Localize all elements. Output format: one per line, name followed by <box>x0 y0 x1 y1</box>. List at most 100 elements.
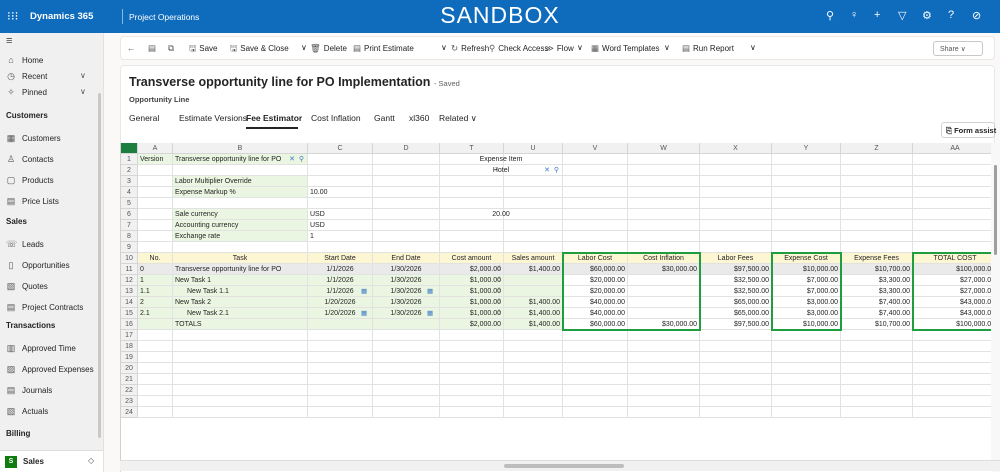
grid-cell[interactable] <box>504 385 563 396</box>
grid-cell[interactable]: $30,000.00 <box>628 264 700 275</box>
sidebar-item-approved-time[interactable]: ▥ Approved Time <box>0 341 98 357</box>
grid-cell[interactable]: $40,000.00 <box>563 297 628 308</box>
sidebar-item-quotes[interactable]: ▧ Quotes <box>0 279 98 295</box>
grid-cell[interactable]: $20,000.00 <box>563 275 628 286</box>
sidebar-scrollbar[interactable] <box>98 93 101 438</box>
grid-cell[interactable] <box>308 330 373 341</box>
grid-cell[interactable]: $2,000.00 <box>440 264 504 275</box>
grid-cell[interactable]: 1/30/2026 <box>373 264 440 275</box>
expense-item-label[interactable]: Expense Item <box>440 154 563 165</box>
grid-cell[interactable]: $60,000.00 <box>563 264 628 275</box>
grid-cell[interactable] <box>841 220 913 231</box>
run-report-button[interactable]: ▤ Run Report <box>682 43 734 54</box>
column-title[interactable]: Cost Inflation <box>628 253 700 264</box>
chevron-down-icon[interactable]: ∨ <box>301 43 307 52</box>
grid-cell[interactable]: $100,000.00 <box>913 319 998 330</box>
grid-cell[interactable]: $43,000.00 <box>913 308 998 319</box>
grid-cell[interactable] <box>440 176 504 187</box>
grid-cell[interactable] <box>173 242 308 253</box>
grid-cell[interactable]: $3,000.00 <box>772 308 841 319</box>
grid-cell[interactable] <box>138 319 173 330</box>
vertical-scrollbar[interactable] <box>991 143 1000 472</box>
grid-cell[interactable]: 1/30/2026 <box>373 286 440 297</box>
column-title[interactable]: Labor Cost <box>563 253 628 264</box>
grid-cell[interactable] <box>628 275 700 286</box>
grid-cell[interactable] <box>628 198 700 209</box>
column-header-x[interactable]: X <box>700 143 772 154</box>
grid-cell[interactable] <box>440 396 504 407</box>
grid-cell[interactable] <box>440 198 504 209</box>
grid-cell[interactable] <box>173 385 308 396</box>
sidebar-item-customers[interactable]: ▦ Customers <box>0 131 98 147</box>
grid-cell[interactable] <box>440 363 504 374</box>
expense-amount-value[interactable]: 20.00 <box>440 209 563 220</box>
grid-cell[interactable] <box>700 407 772 418</box>
grid-cell[interactable] <box>440 385 504 396</box>
lookup-search-icon[interactable]: ⚲ <box>553 167 559 174</box>
grid-cell[interactable] <box>308 374 373 385</box>
column-header-a[interactable]: A <box>138 143 173 154</box>
grid-cell[interactable]: $7,000.00 <box>772 286 841 297</box>
sidebar-item-opportunities[interactable]: ▯ Opportunities <box>0 258 98 274</box>
grid-cell[interactable] <box>308 363 373 374</box>
row-menu-icon[interactable]: ⁝ <box>498 287 501 294</box>
tab-fee-estimator[interactable]: Fee Estimator <box>246 113 303 123</box>
grid-cell[interactable]: $32,500.00 <box>700 286 772 297</box>
row-header[interactable]: 3 <box>121 176 138 187</box>
grid-cell[interactable] <box>504 330 563 341</box>
grid-cell[interactable] <box>138 407 173 418</box>
grid-cell[interactable] <box>628 242 700 253</box>
grid-cell[interactable] <box>173 165 308 176</box>
lightbulb-icon[interactable]: ♀ <box>850 9 859 21</box>
column-header-aa[interactable]: AA <box>913 143 998 154</box>
grid-cell[interactable]: 1/1/2026 <box>308 275 373 286</box>
select-all-corner[interactable] <box>121 143 138 154</box>
grid-cell[interactable] <box>138 363 173 374</box>
grid-cell[interactable] <box>138 187 173 198</box>
accounting-currency-label[interactable]: Accounting currency <box>173 220 308 231</box>
grid-cell[interactable] <box>700 198 772 209</box>
grid-cell[interactable] <box>504 374 563 385</box>
tab-general[interactable]: General <box>129 113 160 123</box>
grid-cell[interactable] <box>628 176 700 187</box>
row-header[interactable]: 4 <box>121 187 138 198</box>
grid-cell[interactable] <box>628 407 700 418</box>
row-header[interactable]: 8 <box>121 231 138 242</box>
row-header[interactable]: 13 <box>121 286 138 297</box>
grid-cell[interactable] <box>700 330 772 341</box>
grid-cell[interactable] <box>913 396 998 407</box>
clear-icon[interactable]: ✕ <box>544 167 550 174</box>
grid-cell[interactable]: $27,000.00 <box>913 286 998 297</box>
row-header[interactable]: 7 <box>121 220 138 231</box>
sidebar-item-pinned[interactable]: ✧ Pinned ∨ <box>0 85 98 101</box>
grid-cell[interactable] <box>373 165 440 176</box>
grid-cell[interactable] <box>841 165 913 176</box>
grid-cell[interactable] <box>440 220 504 231</box>
chevron-down-icon[interactable]: ∨ <box>750 43 756 52</box>
save-button[interactable]: 🖫 Save <box>189 43 217 57</box>
grid-cell[interactable] <box>504 176 563 187</box>
check-access-button[interactable]: ⚲ Check Access <box>489 43 548 54</box>
share-button[interactable]: Share ∨ <box>933 41 983 56</box>
grid-cell[interactable]: 1/30/2026 <box>373 275 440 286</box>
grid-cell[interactable] <box>440 231 504 242</box>
grid-cell[interactable] <box>440 374 504 385</box>
grid-cell[interactable] <box>373 242 440 253</box>
grid-cell[interactable]: $97,500.00 <box>700 319 772 330</box>
grid-cell[interactable] <box>504 341 563 352</box>
column-title[interactable]: End Date <box>373 253 440 264</box>
grid-cell[interactable] <box>628 341 700 352</box>
grid-cell[interactable] <box>373 220 440 231</box>
row-menu-icon[interactable]: ⁝ <box>498 298 501 305</box>
sidebar-item-actuals[interactable]: ▧ Actuals <box>0 404 98 420</box>
sidebar-item-contacts[interactable]: ♙ Contacts <box>0 152 98 168</box>
grid-cell[interactable] <box>628 374 700 385</box>
grid-cell[interactable] <box>563 385 628 396</box>
grid-cell[interactable]: $10,700.00 <box>841 319 913 330</box>
grid-cell[interactable]: $2,000.00 <box>440 319 504 330</box>
grid-cell[interactable] <box>173 396 308 407</box>
back-button[interactable]: ← <box>127 43 139 53</box>
grid-cell[interactable]: $1,400.00 <box>504 308 563 319</box>
task-name-cell[interactable]: TOTALS <box>173 319 308 330</box>
row-header[interactable]: 1 <box>121 154 138 165</box>
